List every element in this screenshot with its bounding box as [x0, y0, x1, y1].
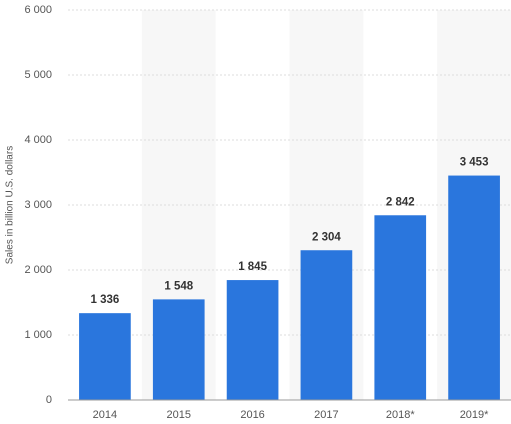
- y-tick-label: 5 000: [24, 69, 52, 81]
- value-label: 2 842: [386, 196, 415, 208]
- value-label: 1 845: [238, 261, 267, 273]
- bar: [226, 280, 279, 400]
- bar: [79, 313, 131, 400]
- value-label: 3 453: [460, 157, 489, 169]
- value-label: 2 304: [312, 231, 341, 243]
- value-label: 1 548: [164, 280, 193, 292]
- y-tick-label: 3 000: [24, 199, 52, 211]
- y-tick-label: 2 000: [24, 264, 52, 276]
- bar: [448, 175, 500, 400]
- x-tick-label: 2017: [314, 409, 338, 421]
- y-tick-label: 6 000: [24, 4, 52, 16]
- x-tick-label: 2015: [167, 409, 191, 421]
- bar: [300, 250, 353, 400]
- x-tick-label: 2018*: [386, 409, 415, 421]
- y-tick-label: 1 000: [24, 329, 52, 341]
- y-tick-label: 4 000: [24, 134, 52, 146]
- x-tick-label: 2019*: [460, 409, 489, 421]
- value-label: 1 336: [91, 294, 120, 306]
- y-axis-label: Sales in billion U.S. dollars: [5, 146, 16, 264]
- y-tick-label: 0: [46, 394, 52, 406]
- bar: [374, 215, 427, 400]
- x-tick-label: 2014: [93, 409, 117, 421]
- bar: [152, 299, 205, 400]
- x-tick-label: 2016: [240, 409, 264, 421]
